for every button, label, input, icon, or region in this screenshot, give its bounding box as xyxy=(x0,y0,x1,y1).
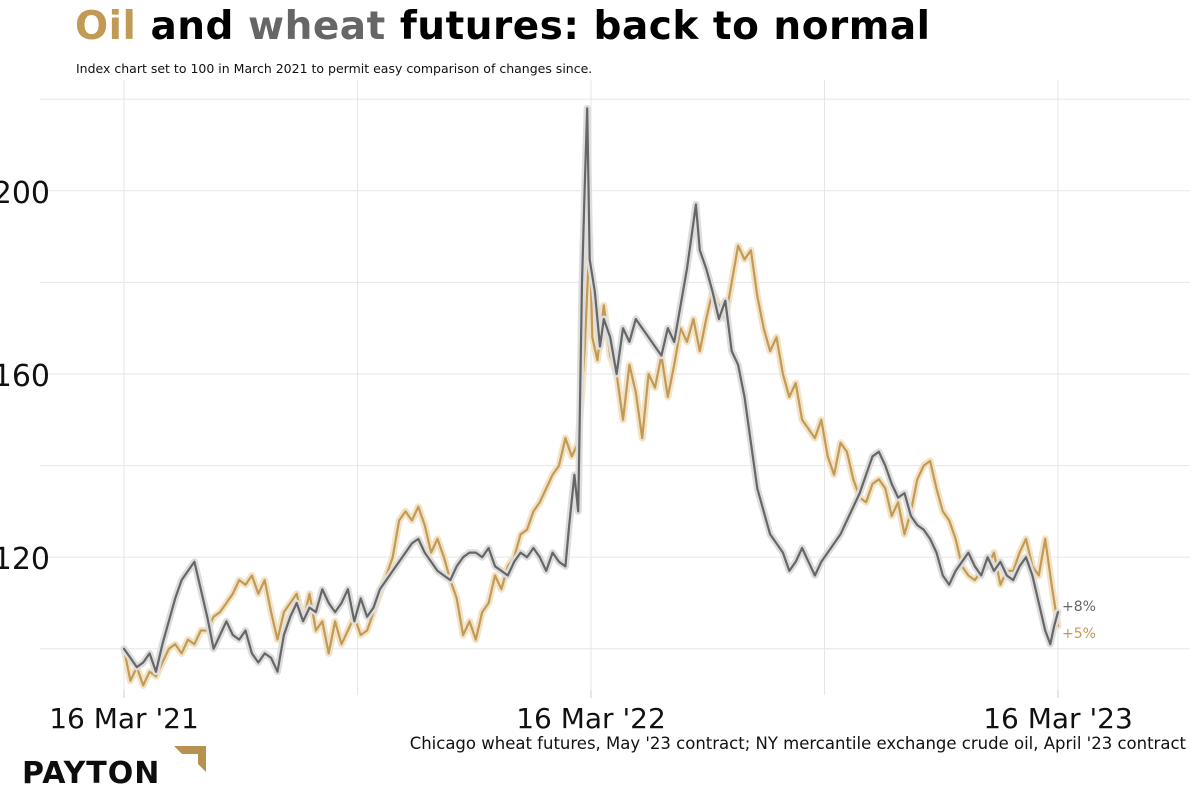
y-tick-label: 200 xyxy=(0,176,50,211)
axis-labels: 120 160 200 16 Mar '21 16 Mar '22 16 Mar '23 xyxy=(0,176,1133,735)
chart-title: Oil and wheat futures: back to normal xyxy=(75,4,931,49)
logo-text: PAYTON xyxy=(22,756,161,791)
logo-mark-icon xyxy=(174,746,206,772)
wheat-end-label: +8% xyxy=(1062,599,1096,615)
title-word-and: and xyxy=(150,4,234,49)
chart-subtitle: Index chart set to 100 in March 2021 to … xyxy=(76,61,593,76)
x-tick-label: 16 Mar '21 xyxy=(49,702,199,735)
series-lines xyxy=(120,104,1062,689)
wheat-series-line xyxy=(122,107,1060,673)
title-word-rest: futures: back to normal xyxy=(399,4,931,49)
x-tick-label: 16 Mar '22 xyxy=(516,702,666,735)
oil-end-label: +5% xyxy=(1062,626,1096,642)
title-word-wheat: wheat xyxy=(248,4,386,49)
gridlines xyxy=(40,80,1190,698)
title-word-oil: Oil xyxy=(75,4,137,49)
end-labels: +5% +8% xyxy=(1062,599,1096,642)
y-tick-label: 120 xyxy=(0,542,50,577)
payton-logo: PAYTON xyxy=(22,746,212,796)
y-tick-label: 160 xyxy=(0,359,50,394)
x-tick-label: 16 Mar '23 xyxy=(983,702,1133,735)
source-note: Chicago wheat futures, May '23 contract;… xyxy=(409,734,1186,753)
